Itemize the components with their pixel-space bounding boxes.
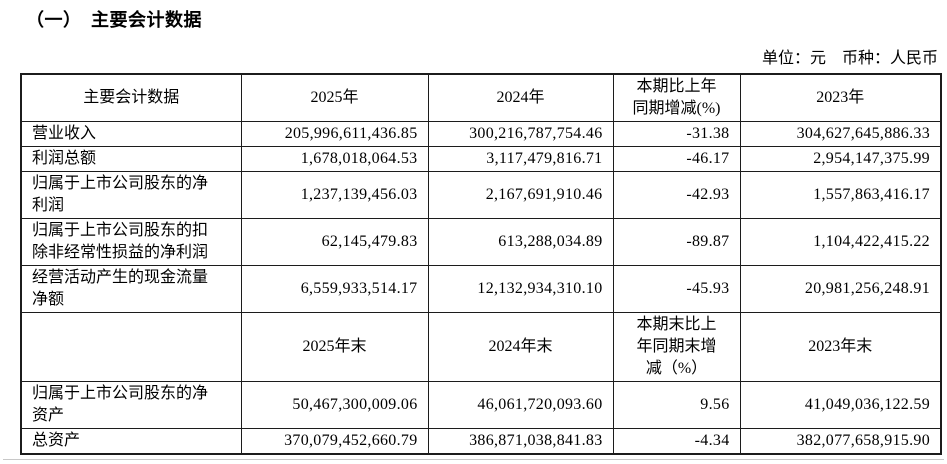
value-2024-cell: 386,871,038,841.83	[427, 428, 614, 455]
table-subheader-row: 2025年末 2024年末 本期末比上 年同期末增 减（%） 2023年末	[20, 312, 942, 382]
change-pct-cell: -46.17	[612, 146, 741, 172]
header-metric-label: 主要会计数据	[20, 73, 242, 122]
value-2023-cell: 382,077,658,915.90	[739, 428, 942, 455]
metric-label-cell: 归属于上市公司股东的净 利润	[20, 171, 242, 219]
change-pct-cell: -31.38	[612, 121, 741, 147]
change-pct-cell: -4.34	[612, 428, 741, 455]
section-title: （一） 主要会计数据	[26, 10, 202, 31]
metric-label-cell: 利润总额	[20, 146, 242, 172]
unit-currency-note: 单位：元 币种：人民币	[761, 50, 938, 67]
metric-label-cell: 经营活动产生的现金流量 净额	[20, 265, 242, 313]
subheader-yearend-2025: 2025年末	[240, 312, 429, 382]
table-row-net-profit-excl-nonrecurring: 归属于上市公司股东的扣 除非经常性损益的净利润 62,145,479.83 61…	[20, 218, 942, 266]
value-2025-cell: 205,996,611,436.85	[240, 121, 429, 147]
metric-label-cell: 总资产	[20, 428, 242, 455]
metric-label-cell: 归属于上市公司股东的净 资产	[20, 381, 242, 429]
value-2023-cell: 2,954,147,375.99	[739, 146, 942, 172]
table-row-net-assets-attributable: 归属于上市公司股东的净 资产 50,467,300,009.06 46,061,…	[20, 381, 942, 429]
header-year-2024: 2024年	[427, 73, 614, 122]
value-2024-cell: 46,061,720,093.60	[427, 381, 614, 429]
subheader-yearend-2024: 2024年末	[427, 312, 614, 382]
accounting-data-table: 主要会计数据 2025年 2024年 本期比上年 同期增减(%) 2023年 营…	[20, 73, 942, 455]
value-2023-cell: 304,627,645,886.33	[739, 121, 942, 147]
value-2025-cell: 6,559,933,514.17	[240, 265, 429, 313]
subheader-yearend-2023: 2023年末	[739, 312, 942, 382]
value-2024-cell: 12,132,934,310.10	[427, 265, 614, 313]
header-year-2023: 2023年	[739, 73, 942, 122]
table-header-row: 主要会计数据 2025年 2024年 本期比上年 同期增减(%) 2023年	[20, 73, 942, 122]
subheader-empty-cell	[20, 312, 242, 382]
subheader-yearend-change-pct: 本期末比上 年同期末增 减（%）	[612, 312, 741, 382]
value-2023-cell: 1,104,422,415.22	[739, 218, 942, 266]
page-scan-artifact-line	[3, 459, 944, 460]
value-2023-cell: 41,049,036,122.59	[739, 381, 942, 429]
table-row-total-profit: 利润总额 1,678,018,064.53 3,117,479,816.71 -…	[20, 146, 942, 172]
value-2024-cell: 2,167,691,910.46	[427, 171, 614, 219]
change-pct-cell: -42.93	[612, 171, 741, 219]
change-pct-cell: -89.87	[612, 218, 741, 266]
change-pct-cell: 9.56	[612, 381, 741, 429]
value-2024-cell: 613,288,034.89	[427, 218, 614, 266]
table-row-total-assets: 总资产 370,079,452,660.79 386,871,038,841.8…	[20, 428, 942, 455]
metric-label-cell: 归属于上市公司股东的扣 除非经常性损益的净利润	[20, 218, 242, 266]
header-change-pct: 本期比上年 同期增减(%)	[612, 73, 741, 122]
value-2025-cell: 62,145,479.83	[240, 218, 429, 266]
value-2025-cell: 1,237,139,456.03	[240, 171, 429, 219]
metric-label-cell: 营业收入	[20, 121, 242, 147]
value-2025-cell: 50,467,300,009.06	[240, 381, 429, 429]
table-row-net-profit-attributable: 归属于上市公司股东的净 利润 1,237,139,456.03 2,167,69…	[20, 171, 942, 219]
value-2023-cell: 20,981,256,248.91	[739, 265, 942, 313]
value-2024-cell: 300,216,787,754.46	[427, 121, 614, 147]
value-2024-cell: 3,117,479,816.71	[427, 146, 614, 172]
table-row-operating-cash-flow: 经营活动产生的现金流量 净额 6,559,933,514.17 12,132,9…	[20, 265, 942, 313]
change-pct-cell: -45.93	[612, 265, 741, 313]
header-year-2025: 2025年	[240, 73, 429, 122]
table-row-operating-revenue: 营业收入 205,996,611,436.85 300,216,787,754.…	[20, 121, 942, 147]
value-2023-cell: 1,557,863,416.17	[739, 171, 942, 219]
value-2025-cell: 1,678,018,064.53	[240, 146, 429, 172]
value-2025-cell: 370,079,452,660.79	[240, 428, 429, 455]
